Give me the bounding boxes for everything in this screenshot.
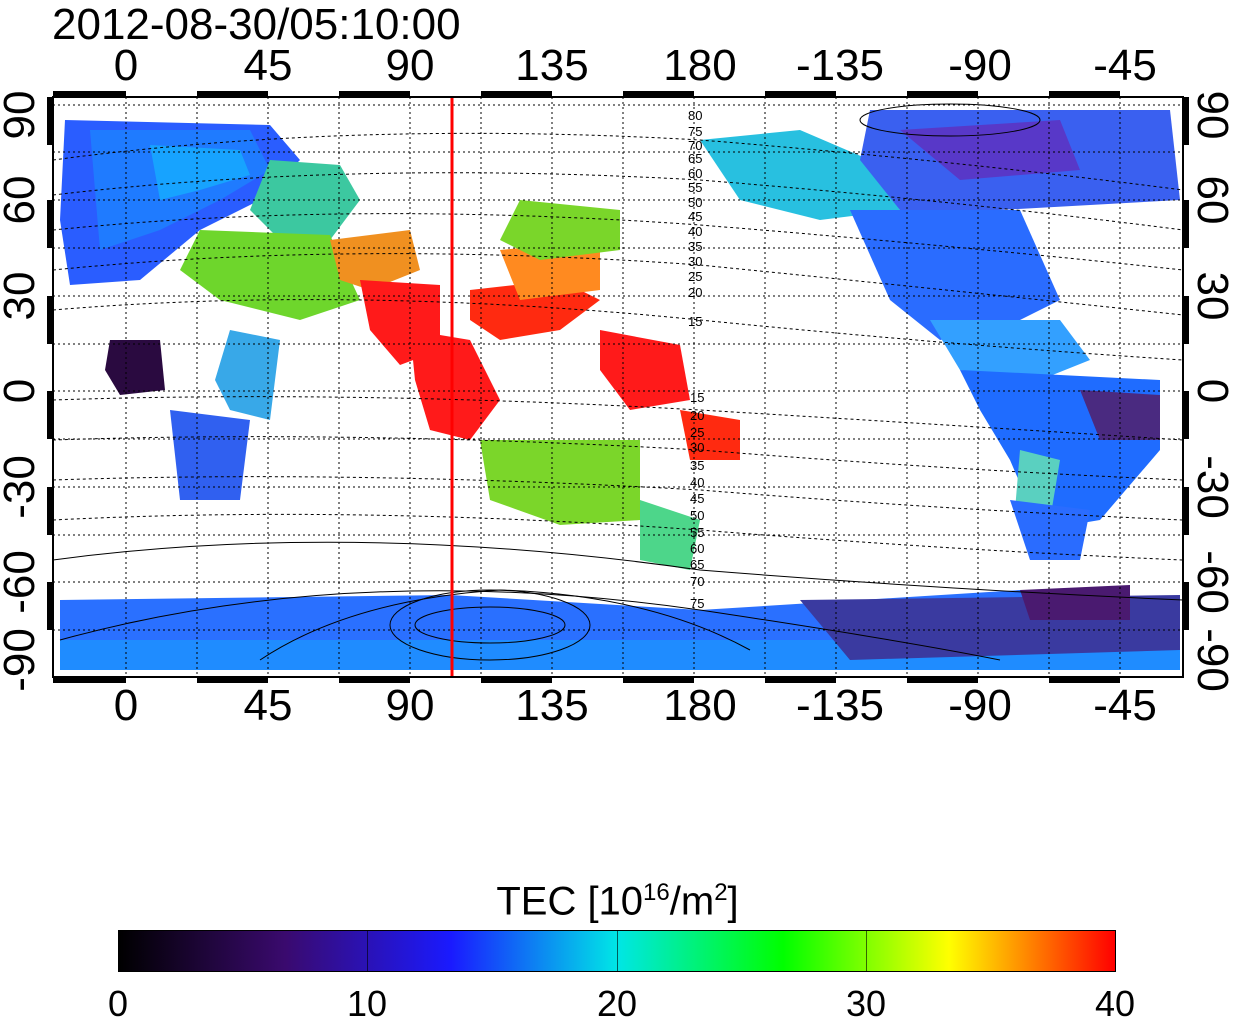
contour-label-south-60: 60 [690,541,704,556]
contour-label-south-65: 65 [690,557,704,572]
right-lat-label-m90: -90 [1188,628,1235,692]
colorbar-mark-20 [617,930,618,972]
top-lon-label-45: 45 [243,41,293,90]
top-lon-label-0: 0 [113,41,139,90]
left-lat-label-0: 0 [0,379,44,403]
contour-label-north-75: 75 [688,124,702,139]
lat-lon-grid [53,97,1183,677]
top-lon-label-m135: -135 [795,41,885,90]
map-title: 2012-08-30/05:10:00 [52,0,461,49]
right-lat-label-60: 60 [1188,175,1235,225]
contour-label-south-40: 40 [690,475,704,490]
colorbar-tick-10: 10 [346,983,388,1024]
left-lat-label-m60: -60 [0,550,44,614]
contour-label-north-45: 45 [688,209,702,224]
colorbar-mark-30 [866,930,867,972]
contour-label-south-75: 75 [690,596,704,611]
top-lon-label-180: 180 [663,41,737,90]
contour-label-north-60: 60 [688,166,702,181]
top-lon-label-90: 90 [385,41,435,90]
bottom-lon-label-135: 135 [515,681,589,730]
contour-label-south-30: 30 [690,440,704,455]
contour-label-north-70: 70 [688,138,702,153]
colorbar-mark-10 [367,930,368,972]
bottom-lon-label-45: 45 [243,681,293,730]
right-lat-label-m30: -30 [1188,455,1235,519]
left-lat-label-60: 60 [0,175,44,225]
contour-label-north-55: 55 [688,180,702,195]
right-lat-label-30: 30 [1188,271,1235,321]
colorbar-tick-30: 30 [845,983,887,1024]
colorbar-tick-40: 40 [1094,983,1136,1024]
colorbar-tick-20: 20 [596,983,638,1024]
right-lat-label-90: 90 [1188,90,1235,140]
bottom-lon-label-180: 180 [663,681,737,730]
colorbar-tick-0: 0 [107,983,129,1024]
right-lat-label-m60: -60 [1188,550,1235,614]
left-lat-label-90: 90 [0,90,44,140]
contour-label-south-45: 45 [690,491,704,506]
right-lat-label-0: 0 [1188,378,1235,404]
contour-label-north-20: 20 [688,285,702,300]
bottom-lon-label-90: 90 [385,681,435,730]
bottom-lon-label-m45: -45 [1093,681,1157,730]
plot-frame [52,96,1184,678]
contour-label-south-55: 55 [690,525,704,540]
tec-map: 8075706560555045403530252015152025303540… [47,91,1189,683]
contour-label-north-30: 30 [688,254,702,269]
magnetic-latitude-contours [53,103,1183,661]
contour-label-south-20: 20 [690,408,704,423]
contour-label-south-35: 35 [690,458,704,473]
top-lon-label-m90: -90 [948,41,1012,90]
contour-label-north-80: 80 [688,108,702,123]
contour-label-south-25: 25 [690,425,704,440]
contour-label-north-40: 40 [688,224,702,239]
contour-label-north-15: 15 [688,314,702,329]
left-lat-label-m30: -30 [0,455,44,519]
bottom-lon-label-m135: -135 [795,681,885,730]
contour-labels: 8075706560555045403530252015152025303540… [688,108,704,611]
contour-label-north-25: 25 [688,269,702,284]
contour-label-north-65: 65 [688,151,702,166]
contour-label-north-35: 35 [688,239,702,254]
colorbar-title: TEC [1016/m2] [496,879,739,924]
axis-bands [47,91,1189,683]
left-lat-label-m90: -90 [0,628,44,692]
tec-data-patches [60,110,1180,670]
contour-label-south-70: 70 [690,574,704,589]
contour-label-south-50: 50 [690,508,704,523]
contour-label-south-15: 15 [690,390,704,405]
left-lat-label-30: 30 [0,271,44,321]
top-lon-label-m45: -45 [1093,41,1157,90]
top-lon-label-135: 135 [515,41,589,90]
contour-label-north-50: 50 [688,195,702,210]
bottom-lon-label-0: 0 [113,681,139,730]
bottom-lon-label-m90: -90 [948,681,1012,730]
